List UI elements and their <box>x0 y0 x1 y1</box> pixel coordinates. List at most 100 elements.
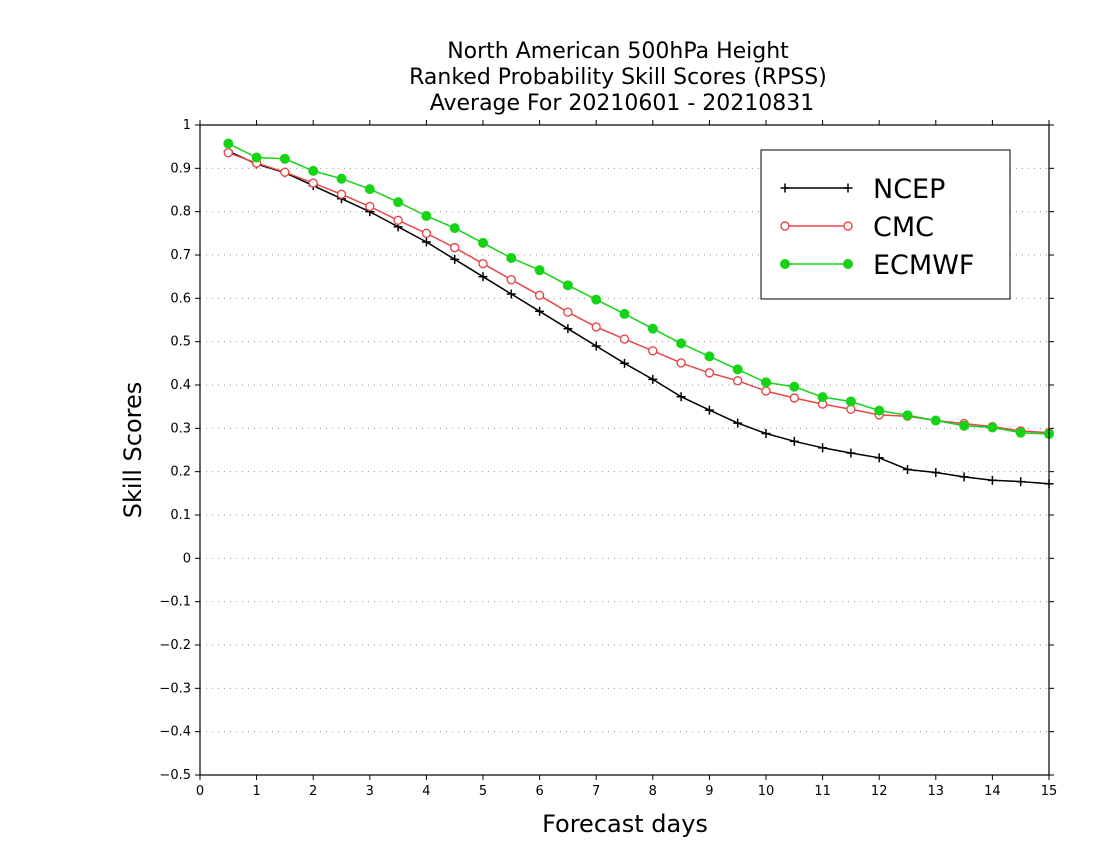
y-tick-label: 0.4 <box>170 378 191 393</box>
data-point-ncep <box>450 254 460 264</box>
y-tick-label: −0.3 <box>159 681 191 696</box>
data-point-ecmwf <box>647 323 658 334</box>
title-line-3: Average For 20210601 - 20210831 <box>430 91 815 116</box>
data-point-ecmwf <box>817 392 828 403</box>
legend-marker-start-cmc <box>780 221 790 231</box>
title-line-1: North American 500hPa Height <box>447 39 789 64</box>
data-point-ncep <box>535 306 545 316</box>
data-point-cmc <box>761 386 771 396</box>
series-line-ncep <box>227 150 1050 485</box>
data-point-cmc <box>478 258 488 269</box>
x-tick-label: 10 <box>758 784 775 799</box>
data-point-ecmwf <box>930 415 941 426</box>
chart-title: North American 500hPa Height Ranked Prob… <box>409 39 827 116</box>
data-point-ecmwf <box>676 338 687 349</box>
legend-box <box>760 149 1011 300</box>
y-tick-label: 0.9 <box>170 161 191 176</box>
y-axis-ticks: −0.5 −0.4 −0.3 −0.2 −0.1 0 0.1 0.2 0.3 0.4 0.5 0.6 0… <box>159 118 1054 783</box>
data-point-ncep <box>620 358 629 368</box>
data-point-ecmwf <box>562 280 573 291</box>
data-point-ecmwf <box>478 237 488 248</box>
title-line-2: Ranked Probability Skill Scores (RPSS) <box>409 65 827 90</box>
x-tick-label: 3 <box>366 784 374 799</box>
data-point-ecmwf <box>279 153 290 164</box>
y-tick-label: 0.6 <box>170 291 191 306</box>
data-point-ecmwf <box>619 308 630 319</box>
legend-entries: NCEP CMC ECMWF <box>780 174 974 281</box>
legend: NCEP CMC ECMWF <box>760 149 1011 300</box>
x-tick-label: 4 <box>422 784 430 799</box>
data-point-ncep <box>563 324 573 334</box>
data-point-ncep <box>903 465 912 474</box>
x-tick-label: 1 <box>252 784 260 799</box>
data-point-ecmwf <box>732 364 743 375</box>
y-tick-label: 0 <box>183 551 191 566</box>
data-point-cmc <box>336 189 347 200</box>
x-tick-label: 5 <box>479 784 487 799</box>
data-point-ecmwf <box>336 173 347 184</box>
data-point-ecmwf <box>506 253 517 264</box>
y-tick-label: 0.7 <box>170 248 191 263</box>
legend-marker-end-cmc <box>843 221 853 231</box>
data-point-cmc <box>308 178 318 188</box>
y-tick-label: 0.2 <box>170 465 191 480</box>
data-point-ncep <box>591 341 601 351</box>
data-point-ncep <box>1016 477 1026 487</box>
x-tick-label: 11 <box>814 784 831 799</box>
legend-marker-start-ncep <box>780 183 790 193</box>
data-point-ncep <box>931 468 941 478</box>
x-tick-label: 13 <box>928 784 945 799</box>
y-tick-label: −0.5 <box>159 768 191 783</box>
y-tick-label: 0.1 <box>170 508 191 523</box>
data-point-ecmwf <box>902 410 913 421</box>
data-point-ncep <box>704 405 714 415</box>
data-point-ncep <box>478 272 488 282</box>
legend-label-ncep: NCEP <box>873 174 945 205</box>
legend-label-ecmwf: ECMWF <box>873 250 974 281</box>
x-axis-ticks: 0 1 2 3 4 5 6 7 8 9 10 11 12 13 14 15 <box>196 120 1057 799</box>
data-point-ecmwf <box>308 165 319 176</box>
y-tick-label: −0.1 <box>159 595 191 610</box>
x-tick-label: 6 <box>535 784 543 799</box>
legend-item-cmc: CMC <box>780 212 934 243</box>
y-tick-label: 0.8 <box>170 205 191 220</box>
data-point-cmc <box>704 368 715 378</box>
y-tick-label: −0.2 <box>159 638 191 653</box>
data-point-ecmwf <box>449 223 460 234</box>
data-point-ncep <box>789 436 799 446</box>
data-point-ecmwf <box>421 211 432 221</box>
data-point-ncep <box>987 475 997 485</box>
data-point-cmc <box>450 242 460 253</box>
data-point-cmc <box>563 307 573 317</box>
x-tick-label: 0 <box>196 784 204 799</box>
data-point-cmc <box>280 167 290 177</box>
data-point-ecmwf <box>251 152 262 163</box>
x-tick-label: 9 <box>705 784 713 799</box>
data-point-ecmwf <box>223 138 234 149</box>
data-point-ncep <box>506 289 516 299</box>
data-point-cmc <box>393 215 403 226</box>
data-point-ncep <box>818 443 828 453</box>
data-point-ncep <box>648 374 658 384</box>
y-tick-label: 1 <box>183 118 191 133</box>
data-point-cmc <box>591 322 601 332</box>
data-point-ecmwf <box>1015 427 1026 438</box>
data-point-ecmwf <box>987 422 998 433</box>
data-point-ncep <box>733 418 743 428</box>
data-point-ecmwf <box>761 377 771 388</box>
data-point-cmc <box>506 275 516 285</box>
y-tick-label: −0.4 <box>159 725 191 740</box>
x-tick-label: 2 <box>309 784 317 799</box>
legend-item-ncep: NCEP <box>780 174 945 205</box>
data-point-ncep <box>874 453 884 463</box>
data-point-ecmwf <box>874 405 885 416</box>
legend-label-cmc: CMC <box>873 212 934 243</box>
legend-marker-end-ncep <box>843 183 853 193</box>
data-point-cmc <box>223 148 234 158</box>
data-point-ecmwf <box>534 265 545 276</box>
data-point-ecmwf <box>591 294 602 305</box>
data-point-cmc <box>619 334 630 344</box>
data-point-ecmwf <box>845 396 856 407</box>
legend-marker-start-ecmwf <box>780 259 790 269</box>
